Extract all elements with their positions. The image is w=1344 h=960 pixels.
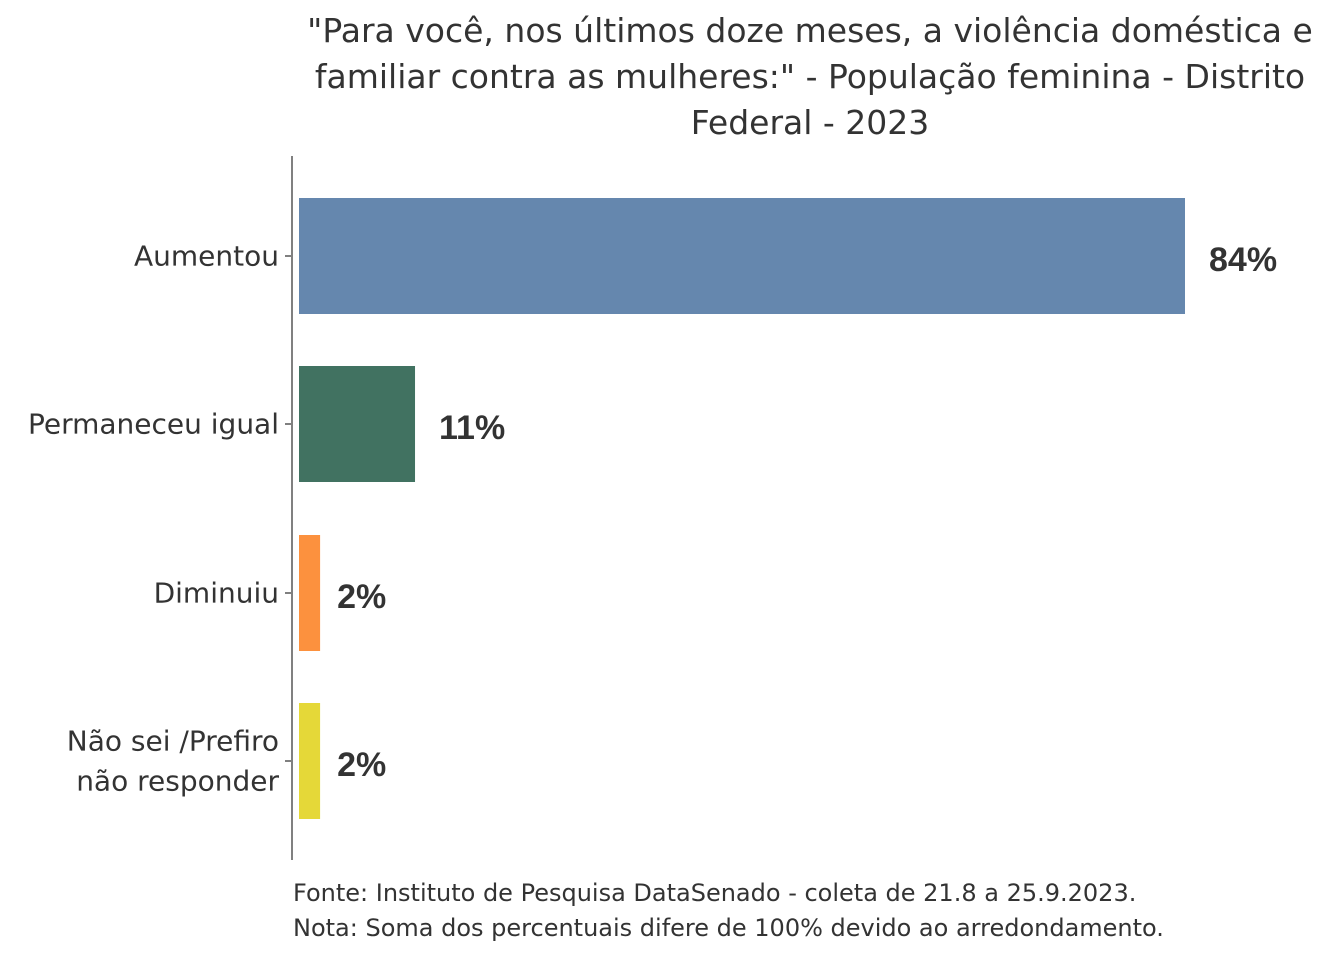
- bar: [299, 703, 321, 819]
- category-label: Diminuiu: [154, 577, 279, 610]
- value-label: 2%: [337, 746, 386, 784]
- bar: [299, 198, 1185, 314]
- note-text: Nota: Soma dos percentuais difere de 100…: [293, 914, 1164, 942]
- category-label: Permaneceu igual: [28, 408, 279, 441]
- bar-chart: Aumentou 84% Permaneceu igual 11% Diminuiu 2%…: [28, 156, 1277, 860]
- bars-layer: Aumentou 84% Permaneceu igual 11% Diminuiu 2%…: [28, 198, 1277, 819]
- bar: [299, 366, 416, 482]
- value-label: 84%: [1209, 241, 1277, 279]
- source-notes: Fonte: Instituto de Pesquisa DataSenado …: [293, 876, 1164, 946]
- source-text: Fonte: Instituto de Pesquisa DataSenado …: [293, 879, 1137, 907]
- category-label: Aumentou: [134, 240, 279, 273]
- bar: [299, 535, 321, 651]
- value-label: 2%: [337, 578, 386, 616]
- category-label: não responder: [76, 765, 279, 798]
- category-label: Não sei /Prefiro: [67, 725, 279, 758]
- chart-title: "Para você, nos últimos doze meses, a vi…: [307, 11, 1313, 142]
- value-label: 11%: [439, 409, 505, 447]
